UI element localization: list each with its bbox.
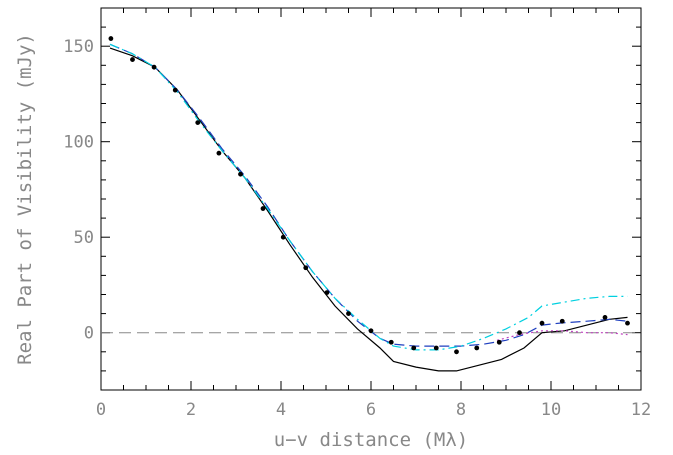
data-point (454, 349, 459, 355)
data-point (346, 311, 351, 316)
data-point (368, 328, 374, 334)
data-point (151, 64, 157, 70)
data-point (539, 320, 545, 326)
data-point (130, 57, 135, 62)
x-axis-label: u−v distance (Mλ) (274, 429, 468, 451)
data-point (496, 339, 502, 345)
data-point (280, 234, 286, 240)
x-tick-label: 6 (366, 400, 376, 420)
data-point (474, 345, 480, 351)
y-tick-label: 100 (63, 133, 94, 153)
x-tick-label: 12 (631, 400, 651, 420)
y-tick-label: 50 (74, 228, 94, 248)
data-point (388, 339, 394, 345)
y-axis-label: Real Part of Visibility (mJy) (14, 33, 36, 365)
x-tick-label: 0 (96, 400, 106, 420)
data-point (260, 206, 266, 211)
model-curve-dashed (109, 43, 628, 347)
data-point (602, 315, 608, 320)
data-point (303, 265, 309, 271)
data-point (433, 345, 439, 351)
data-point (559, 318, 565, 324)
model-curve-solid (109, 47, 628, 372)
x-tick-label: 2 (186, 400, 196, 420)
data-point (517, 330, 522, 336)
data-point (216, 150, 222, 156)
x-tick-label: 8 (456, 400, 466, 420)
y-tick-label: 0 (84, 324, 94, 344)
data-point (195, 120, 201, 125)
x-tick-label: 4 (276, 400, 286, 420)
model-curve-dashdot (109, 43, 628, 351)
y-tick-label: 150 (63, 37, 94, 57)
data-point (411, 345, 417, 351)
plot-area: 0 2 4 6 8 10 12 0 50 100 150 (63, 7, 651, 420)
data-point (172, 87, 178, 93)
data-point (108, 36, 114, 41)
x-tick-label: 10 (541, 400, 561, 420)
data-point (625, 320, 630, 326)
data-point (324, 290, 330, 295)
data-point (238, 171, 243, 177)
